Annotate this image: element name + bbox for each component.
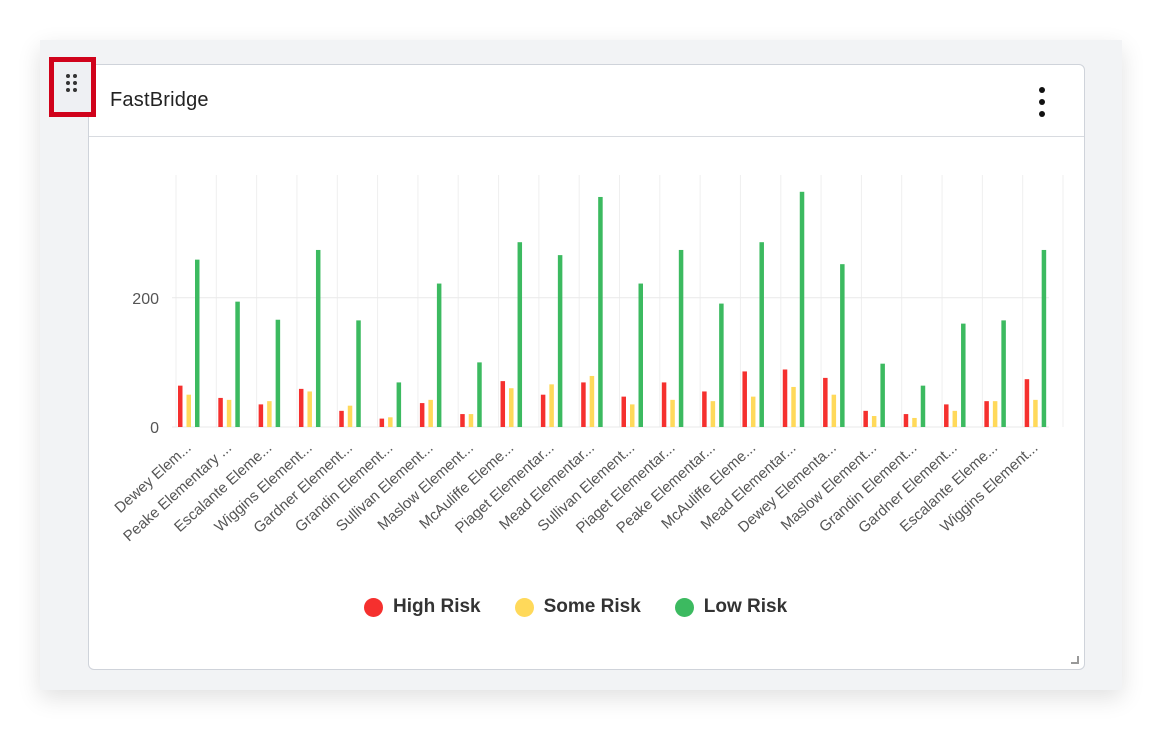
bar-low-risk-0[interactable] <box>195 259 200 427</box>
bar-low-risk-14[interactable] <box>759 242 764 427</box>
bar-low-risk-17[interactable] <box>880 363 885 427</box>
drag-handle-icon[interactable] <box>64 72 82 98</box>
resize-grip-icon[interactable] <box>1071 656 1079 664</box>
bar-high-risk-7[interactable] <box>460 414 465 427</box>
legend-dot-low-risk <box>674 597 694 617</box>
bar-low-risk-16[interactable] <box>840 264 845 427</box>
bar-high-risk-15[interactable] <box>782 369 788 427</box>
legend-item-low-risk[interactable]: Low Risk <box>674 596 788 618</box>
bar-high-risk-18[interactable] <box>903 414 909 427</box>
bar-some-risk-2[interactable] <box>267 401 272 427</box>
bar-low-risk-15[interactable] <box>799 191 805 427</box>
bar-some-risk-21[interactable] <box>1033 399 1038 427</box>
bar-high-risk-10[interactable] <box>581 382 586 427</box>
bar-some-risk-20[interactable] <box>992 401 998 427</box>
kebab-menu-icon[interactable] <box>1032 85 1052 119</box>
bar-high-risk-16[interactable] <box>823 377 828 427</box>
bar-low-risk-13[interactable] <box>719 303 724 427</box>
bar-some-risk-7[interactable] <box>468 414 474 427</box>
bar-some-risk-12[interactable] <box>670 399 675 427</box>
bar-some-risk-8[interactable] <box>509 388 514 427</box>
bar-some-risk-6[interactable] <box>428 399 433 427</box>
bar-some-risk-19[interactable] <box>952 410 958 427</box>
bar-low-risk-7[interactable] <box>477 362 482 427</box>
bar-low-risk-20[interactable] <box>1001 320 1006 427</box>
bar-low-risk-19[interactable] <box>961 323 966 427</box>
legend-dot-high-risk <box>364 597 383 617</box>
bar-high-risk-5[interactable] <box>379 418 385 427</box>
bar-low-risk-10[interactable] <box>598 196 603 427</box>
bar-high-risk-17[interactable] <box>863 410 868 427</box>
bar-some-risk-17[interactable] <box>871 416 877 427</box>
bar-low-risk-2[interactable] <box>275 319 281 427</box>
bar-low-risk-6[interactable] <box>436 283 442 427</box>
y-tick-label: 0 <box>150 420 159 437</box>
bar-low-risk-1[interactable] <box>235 301 240 427</box>
legend-dot-some-risk <box>514 597 534 617</box>
bar-high-risk-2[interactable] <box>258 404 264 427</box>
chart-legend: High Risk Some Risk Low Risk <box>364 595 787 619</box>
dashboard-canvas: FastBridge 0 200 Dewey Elem... Peake Elemen… <box>40 40 1122 690</box>
legend-item-high-risk[interactable]: High Risk <box>364 596 481 618</box>
bar-high-risk-14[interactable] <box>742 371 747 427</box>
bar-low-risk-11[interactable] <box>638 283 644 427</box>
bar-low-risk-18[interactable] <box>920 385 926 427</box>
bar-high-risk-21[interactable] <box>1024 379 1030 427</box>
bar-some-risk-11[interactable] <box>630 404 635 427</box>
bar-some-risk-18[interactable] <box>912 417 917 427</box>
widget-title: FastBridge <box>110 89 209 111</box>
bar-low-risk-3[interactable] <box>315 249 321 427</box>
bar-low-risk-21[interactable] <box>1041 249 1047 427</box>
bar-high-risk-9[interactable] <box>540 394 546 427</box>
bar-high-risk-4[interactable] <box>339 410 344 427</box>
fastbridge-widget: FastBridge 0 200 Dewey Elem... Peake Elemen… <box>88 64 1085 670</box>
bar-high-risk-3[interactable] <box>298 388 304 427</box>
bar-low-risk-9[interactable] <box>557 255 563 427</box>
bar-high-risk-20[interactable] <box>984 401 989 427</box>
bar-low-risk-8[interactable] <box>517 242 523 427</box>
bar-some-risk-16[interactable] <box>831 394 837 427</box>
legend-label-some-risk: Some Risk <box>543 596 641 617</box>
bar-high-risk-6[interactable] <box>419 403 425 427</box>
bar-high-risk-12[interactable] <box>661 382 667 427</box>
bar-high-risk-11[interactable] <box>621 396 627 427</box>
legend-item-some-risk[interactable]: Some Risk <box>514 596 641 618</box>
bar-some-risk-5[interactable] <box>388 417 393 427</box>
legend-label-low-risk: Low Risk <box>703 596 788 617</box>
bar-low-risk-12[interactable] <box>678 249 684 427</box>
bar-low-risk-4[interactable] <box>356 320 361 427</box>
bar-high-risk-8[interactable] <box>500 381 506 427</box>
bar-some-risk-3[interactable] <box>307 391 312 427</box>
bar-some-risk-14[interactable] <box>750 396 756 427</box>
drag-handle-highlight[interactable] <box>49 57 96 117</box>
bar-some-risk-4[interactable] <box>347 405 353 427</box>
bar-some-risk-13[interactable] <box>710 401 716 427</box>
bar-high-risk-0[interactable] <box>178 385 183 427</box>
bar-some-risk-10[interactable] <box>589 375 595 427</box>
bar-high-risk-13[interactable] <box>702 391 707 427</box>
y-tick-label: 200 <box>132 291 159 308</box>
bar-some-risk-15[interactable] <box>791 386 796 427</box>
legend-label-high-risk: High Risk <box>393 596 481 617</box>
widget-header: FastBridge <box>89 65 1084 137</box>
bar-some-risk-1[interactable] <box>226 399 232 427</box>
bar-high-risk-19[interactable] <box>944 404 949 427</box>
bar-high-risk-1[interactable] <box>218 397 223 427</box>
bar-low-risk-5[interactable] <box>396 382 402 427</box>
bar-some-risk-0[interactable] <box>186 394 192 427</box>
bar-some-risk-9[interactable] <box>549 384 554 427</box>
